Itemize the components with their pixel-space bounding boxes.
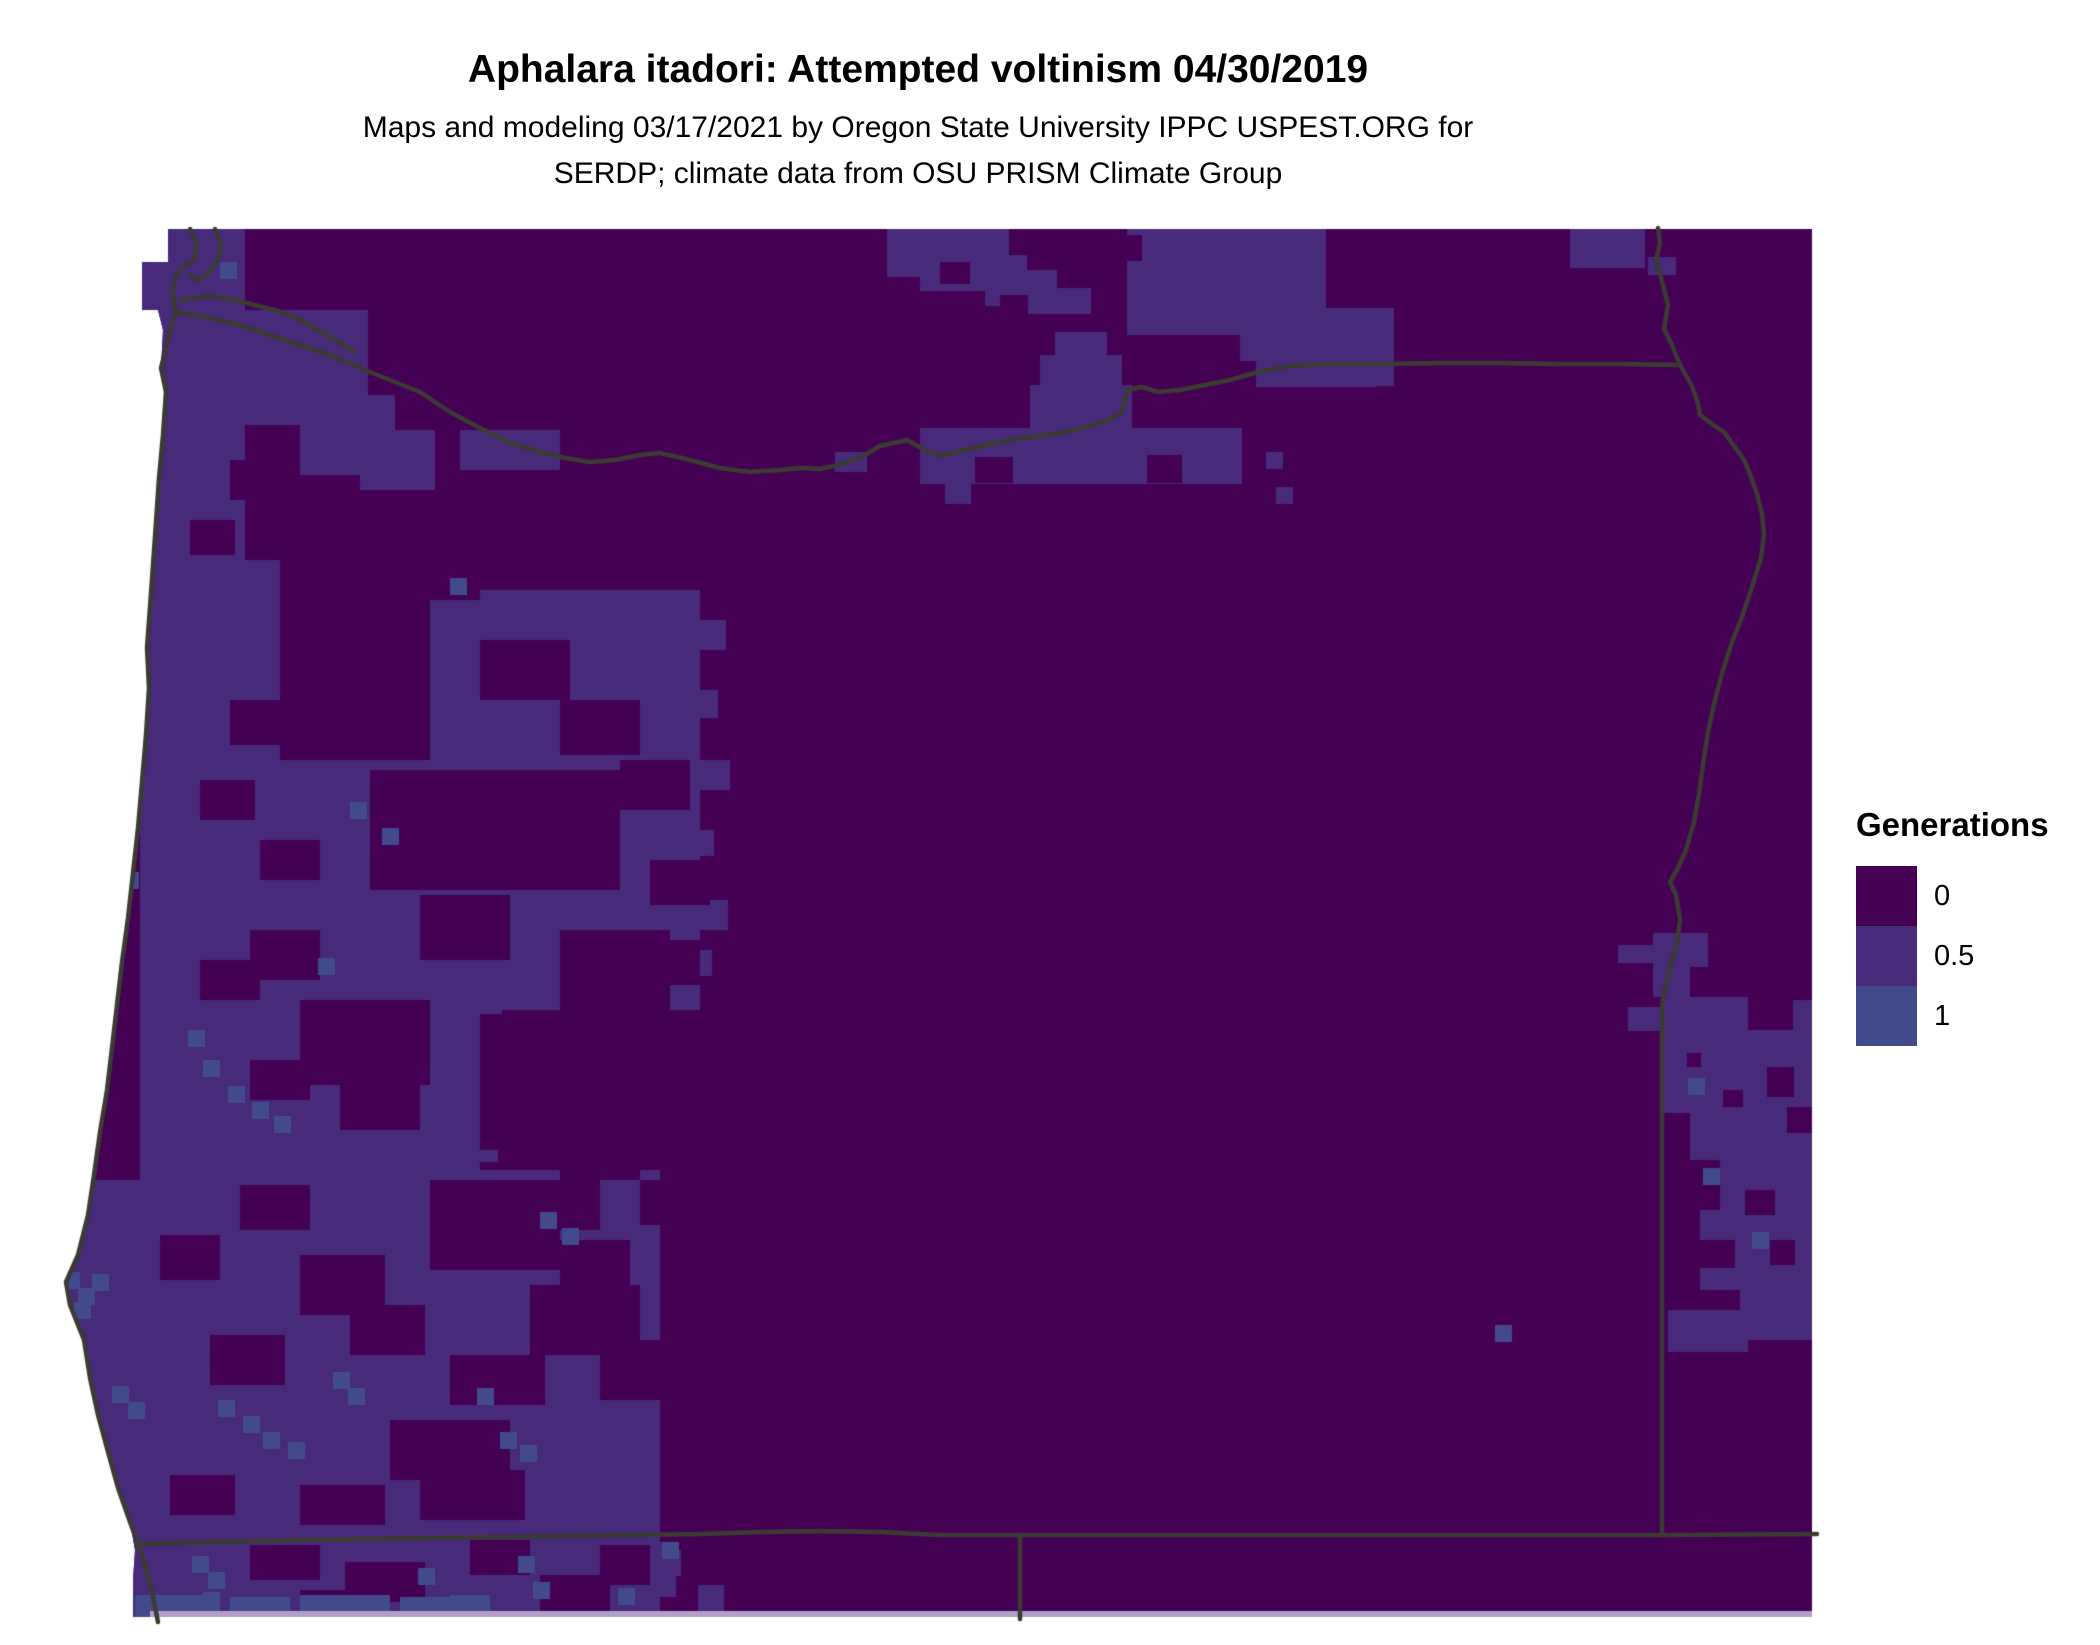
legend-label-0: 0 — [1934, 879, 1951, 912]
legend-item-0: 0 — [1856, 866, 2049, 926]
page-title: Aphalara itadori: Attempted voltinism 04… — [467, 48, 1369, 91]
generations-legend: Generations 0 0.5 1 — [1856, 806, 2049, 1046]
legend-label-1: 1 — [1934, 999, 1951, 1032]
legend-item-0.5: 0.5 — [1856, 926, 2049, 986]
subtitle-line1: Maps and modeling 03/17/2021 by Oregon S… — [362, 111, 1474, 144]
legend-swatch-0.5 — [1856, 926, 1917, 986]
legend-label-0.5: 0.5 — [1934, 939, 1975, 972]
legend-item-1: 1 — [1856, 986, 2049, 1046]
subtitle-line2: SERDP; climate data from OSU PRISM Clima… — [553, 157, 1283, 190]
legend-swatch-1 — [1856, 986, 1917, 1046]
legend-title: Generations — [1856, 806, 2049, 843]
legend-swatch-0 — [1856, 866, 1917, 926]
